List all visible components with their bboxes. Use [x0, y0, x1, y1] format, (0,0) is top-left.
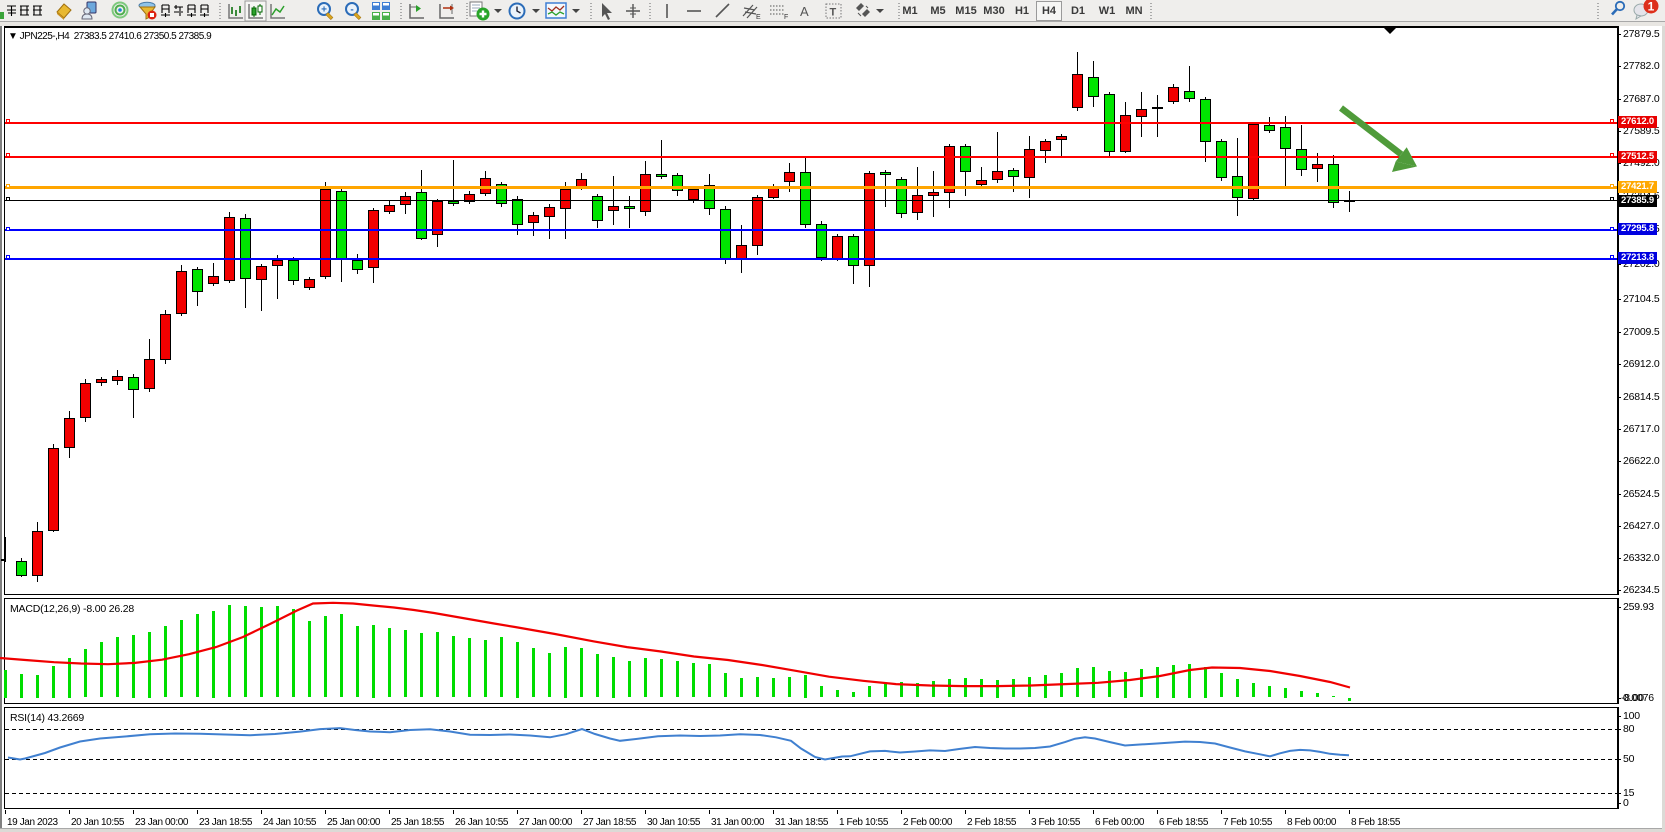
svg-text:E: E: [756, 14, 761, 21]
svg-text:+: +: [321, 5, 327, 16]
svg-text:1: 1: [1648, 0, 1655, 14]
svg-text:-: -: [350, 5, 353, 16]
svg-text:A: A: [800, 4, 809, 19]
svg-text:T: T: [830, 7, 837, 19]
svg-text:F: F: [784, 14, 788, 21]
